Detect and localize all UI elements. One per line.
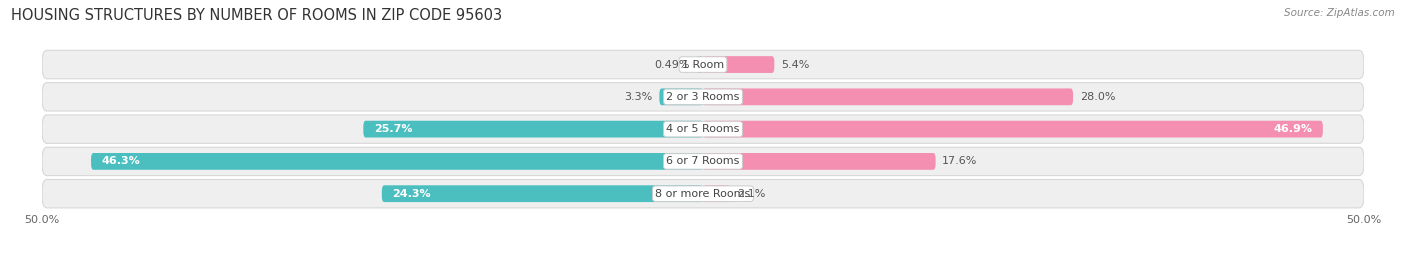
Text: HOUSING STRUCTURES BY NUMBER OF ROOMS IN ZIP CODE 95603: HOUSING STRUCTURES BY NUMBER OF ROOMS IN… — [11, 8, 502, 23]
Text: 2 or 3 Rooms: 2 or 3 Rooms — [666, 92, 740, 102]
Text: 5.4%: 5.4% — [780, 59, 810, 70]
Text: 28.0%: 28.0% — [1080, 92, 1115, 102]
FancyBboxPatch shape — [382, 185, 703, 202]
FancyBboxPatch shape — [703, 56, 775, 73]
FancyBboxPatch shape — [696, 56, 703, 73]
Text: 1 Room: 1 Room — [682, 59, 724, 70]
Text: 4 or 5 Rooms: 4 or 5 Rooms — [666, 124, 740, 134]
Text: 2.1%: 2.1% — [737, 189, 766, 199]
Text: 8 or more Rooms: 8 or more Rooms — [655, 189, 751, 199]
Text: 6 or 7 Rooms: 6 or 7 Rooms — [666, 156, 740, 167]
Text: 3.3%: 3.3% — [624, 92, 652, 102]
FancyBboxPatch shape — [42, 83, 1364, 111]
FancyBboxPatch shape — [703, 185, 731, 202]
FancyBboxPatch shape — [363, 121, 703, 137]
Text: 24.3%: 24.3% — [392, 189, 432, 199]
Text: 17.6%: 17.6% — [942, 156, 977, 167]
Text: 46.9%: 46.9% — [1274, 124, 1312, 134]
Text: 25.7%: 25.7% — [374, 124, 412, 134]
FancyBboxPatch shape — [703, 89, 1073, 105]
Text: 0.49%: 0.49% — [654, 59, 690, 70]
Text: Source: ZipAtlas.com: Source: ZipAtlas.com — [1284, 8, 1395, 18]
FancyBboxPatch shape — [42, 50, 1364, 79]
FancyBboxPatch shape — [659, 89, 703, 105]
FancyBboxPatch shape — [91, 153, 703, 170]
FancyBboxPatch shape — [703, 153, 935, 170]
Text: 46.3%: 46.3% — [101, 156, 141, 167]
FancyBboxPatch shape — [42, 115, 1364, 143]
FancyBboxPatch shape — [42, 179, 1364, 208]
FancyBboxPatch shape — [703, 121, 1323, 137]
FancyBboxPatch shape — [42, 147, 1364, 176]
Legend: Owner-occupied, Renter-occupied: Owner-occupied, Renter-occupied — [576, 266, 830, 269]
